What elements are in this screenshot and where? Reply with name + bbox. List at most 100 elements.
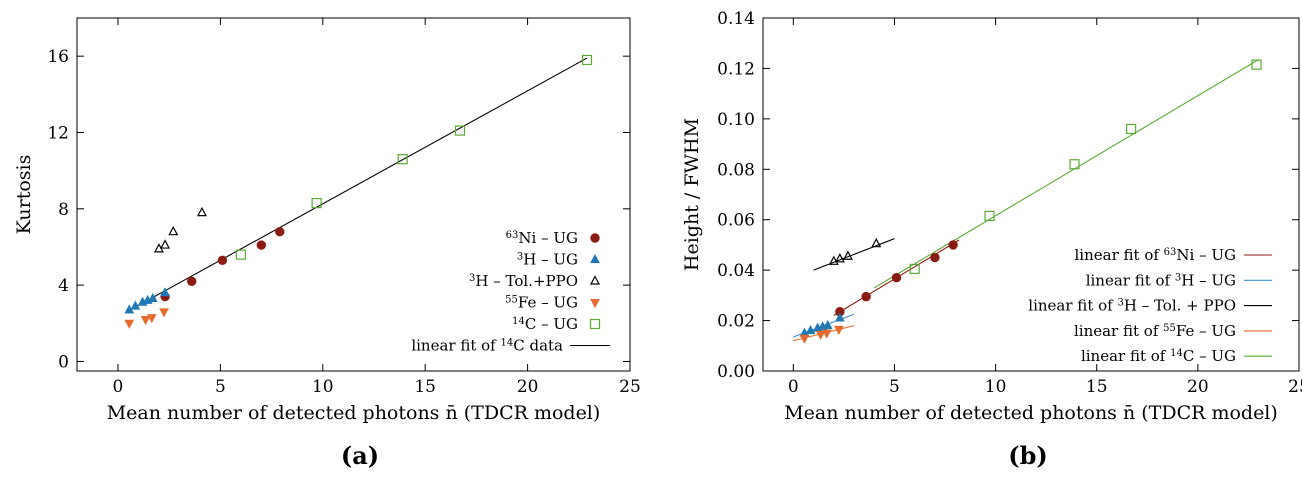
data-point	[909, 263, 920, 274]
data-point	[397, 154, 408, 165]
data-point	[256, 240, 267, 250]
legend-label: linear fit of 63Ni – UG	[1075, 246, 1237, 264]
legend-text-main: Ni – UG	[1176, 246, 1236, 264]
fit-line	[873, 59, 1259, 289]
data-point	[160, 287, 170, 297]
x-axis-label: Mean number of detected photons n̄ (TDCR…	[107, 402, 601, 424]
legend-text-prefix: linear fit of	[1086, 271, 1175, 289]
x-tick-label: 0	[788, 377, 799, 397]
legend-text-main: H – UG	[523, 251, 578, 269]
legend-marker	[590, 275, 600, 285]
legend-label: linear fit of 14C – UG	[1081, 347, 1236, 365]
legend-marker	[590, 253, 600, 263]
legend-text-main: C – UG	[525, 315, 578, 333]
legend-label: 63Ni – UG	[506, 229, 578, 247]
x-tick-label: 25	[1288, 377, 1302, 397]
chart-panel-a: 0 5 10 15 20 25 0 4 8 12 16 Mean number of detected…	[13, 17, 641, 470]
y-tick-label: 0.10	[717, 110, 755, 130]
panel-label: (a)	[341, 441, 379, 470]
legend-label: 3H – Tol.+PPO	[469, 272, 578, 290]
fit-line	[813, 238, 895, 271]
x-tick-label: 10	[312, 377, 334, 397]
data-point	[822, 320, 833, 330]
data-point	[186, 276, 197, 287]
legend-text-prefix: linear fit of	[1028, 297, 1117, 315]
legend-label: 3H – UG	[517, 251, 578, 269]
y-tick-label: 0.14	[717, 9, 755, 29]
legend-isotope-superscript: 3	[1175, 272, 1181, 283]
data-point	[842, 250, 853, 260]
legend-text-main: H – Tol.+PPO	[475, 272, 578, 290]
y-axis-label: Kurtosis	[13, 155, 35, 235]
data-point	[581, 54, 593, 66]
legend-isotope-superscript: 14	[501, 337, 514, 348]
data-point	[124, 319, 135, 329]
x-tick-label: 5	[889, 377, 900, 397]
x-axis-label: Mean number of detected photons n̄ (TDCR…	[784, 402, 1278, 424]
legend-text-main: C – UG	[1183, 347, 1236, 365]
data-point	[168, 225, 179, 236]
data-point	[275, 227, 285, 237]
y-tick-label: 0.04	[717, 261, 755, 281]
legend-text-prefix: linear fit of	[1081, 347, 1170, 365]
legend-text-prefix: linear fit of	[411, 337, 500, 355]
legend-isotope-superscript: 55	[505, 294, 518, 305]
data-point	[834, 325, 844, 335]
legend-text-main: C data	[513, 337, 563, 355]
data-point	[815, 330, 826, 341]
data-point	[861, 291, 871, 302]
legend-isotope-superscript: 63	[506, 230, 519, 241]
y-tick-label: 8	[58, 200, 69, 220]
legend-label: linear fit of 55Fe – UG	[1074, 322, 1236, 340]
legend-text-main: Ni – UG	[518, 229, 578, 247]
data-point	[948, 240, 958, 250]
legend-label: linear fit of 3H – Tol. + PPO	[1028, 297, 1236, 315]
data-point	[835, 312, 845, 322]
legend-isotope-superscript: 3	[1117, 297, 1123, 308]
plot-frame	[762, 17, 1300, 372]
plot-frame	[76, 17, 631, 372]
y-tick-label: 16	[47, 47, 69, 67]
data-point	[146, 314, 157, 324]
data-point	[1126, 123, 1137, 135]
legend-marker	[589, 318, 601, 330]
x-tick-label: 10	[985, 377, 1007, 397]
x-tick-label: 20	[1187, 377, 1209, 397]
y-tick-label: 0.00	[717, 362, 755, 382]
legend-marker	[590, 299, 600, 309]
data-point	[871, 237, 882, 248]
data-point	[984, 210, 995, 222]
x-tick-label: 5	[215, 377, 226, 397]
legend-text-main: H – UG	[1181, 271, 1236, 289]
legend-isotope-superscript: 55	[1163, 322, 1176, 333]
data-point	[1069, 159, 1080, 170]
data-point	[217, 255, 228, 266]
legend-text-prefix: linear fit of	[1074, 322, 1163, 340]
data-point	[930, 252, 940, 263]
legend-text-prefix: linear fit of	[1075, 246, 1164, 264]
legend-text-main: Fe – UG	[518, 294, 578, 312]
data-point	[196, 206, 207, 217]
legend-isotope-superscript: 3	[517, 251, 523, 262]
legend-label: 55Fe – UG	[505, 294, 578, 312]
legend-label: 14C – UG	[512, 315, 578, 333]
y-tick-label: 12	[47, 123, 69, 143]
data-point	[828, 255, 839, 265]
y-tick-label: 0.08	[717, 160, 755, 180]
data-point	[159, 308, 169, 318]
y-tick-label: 4	[58, 276, 69, 296]
data-point	[821, 329, 832, 339]
legend-text-main: H – Tol. + PPO	[1124, 297, 1236, 315]
legend-marker	[590, 233, 600, 243]
y-tick-label: 0.06	[717, 211, 755, 231]
data-point	[834, 253, 845, 263]
data-point	[454, 125, 466, 136]
data-point	[160, 239, 171, 249]
legend-label: linear fit of 3H – UG	[1086, 271, 1236, 289]
data-point	[140, 315, 151, 326]
data-point	[311, 197, 322, 209]
legend-isotope-superscript: 14	[512, 316, 525, 327]
x-tick-label: 0	[113, 377, 124, 397]
legend-isotope-superscript: 63	[1164, 247, 1177, 258]
